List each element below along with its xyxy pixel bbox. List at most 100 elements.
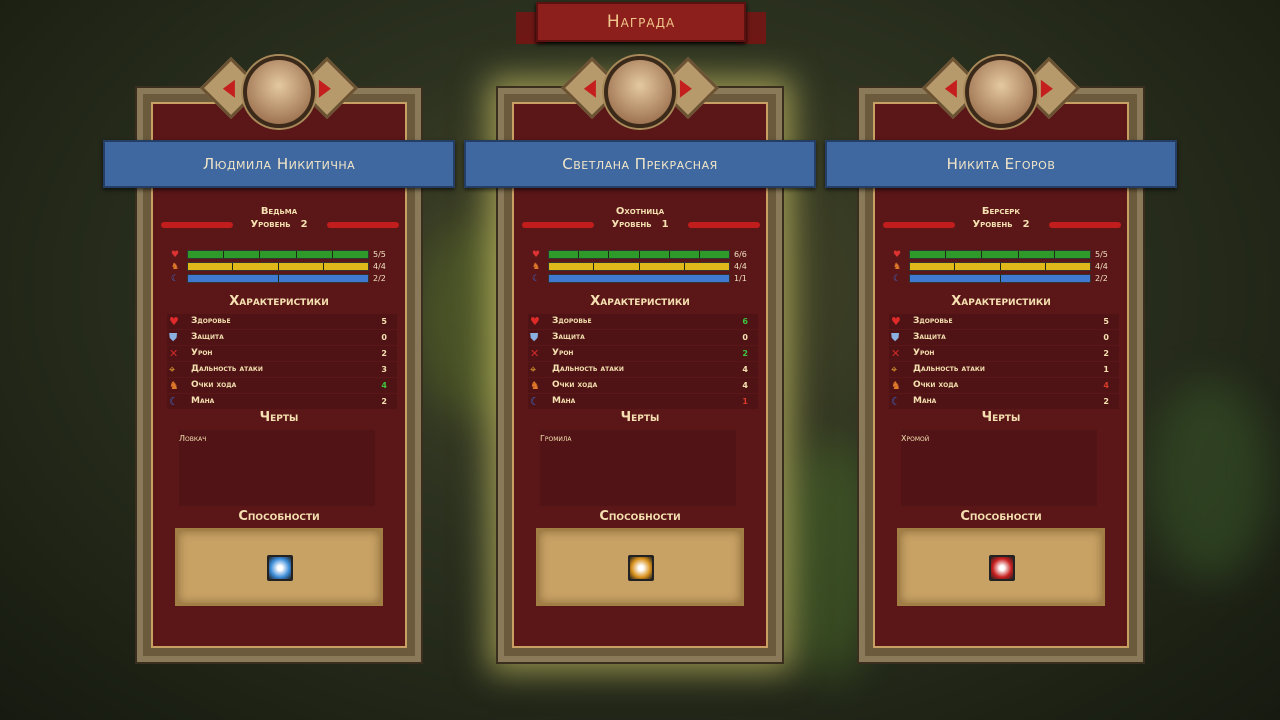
traits-box: Хромой bbox=[901, 430, 1097, 506]
hero-name: Светлана Прекрасная bbox=[464, 140, 816, 188]
stat-row: ☾ Мана 1 bbox=[528, 394, 758, 409]
stats-heading: Характеристики bbox=[590, 294, 690, 309]
stat-value: 5 bbox=[381, 317, 387, 326]
shield-icon: ⛊ bbox=[169, 331, 178, 344]
health-bar bbox=[187, 250, 369, 259]
health-bar-row: ♥ 5/5 bbox=[893, 250, 1133, 260]
stat-label: Здоровье bbox=[552, 316, 592, 326]
trait-item[interactable]: Громила bbox=[540, 434, 572, 443]
bar-segment bbox=[982, 251, 1019, 258]
stat-row: ⛊ Защита 0 bbox=[889, 330, 1119, 345]
hero-class: Охотница bbox=[615, 206, 665, 217]
bar-segment bbox=[188, 251, 225, 258]
bar-segment bbox=[910, 263, 956, 270]
blood-slash-icon[interactable] bbox=[989, 555, 1015, 581]
heart-icon: ♥ bbox=[530, 315, 540, 328]
stat-label: Дальность атаки bbox=[552, 364, 624, 374]
health-value: 6/6 bbox=[734, 250, 747, 259]
bar-segment bbox=[549, 251, 580, 258]
bar-segment bbox=[188, 263, 234, 270]
health-value: 5/5 bbox=[373, 250, 386, 259]
heart-icon: ♥ bbox=[169, 315, 179, 328]
crosshair-icon: ⌖ bbox=[530, 363, 537, 376]
stat-row: ♞ Очки хода 4 bbox=[889, 378, 1119, 393]
moves-value: 4/4 bbox=[1095, 262, 1108, 271]
bar-segment bbox=[1054, 251, 1091, 258]
stat-value: 2 bbox=[1103, 397, 1109, 406]
moves-bar bbox=[548, 262, 730, 271]
decor-stroke bbox=[883, 222, 955, 228]
stat-value: 0 bbox=[381, 333, 387, 342]
trait-item[interactable]: Хромой bbox=[901, 434, 930, 443]
stat-row: ⛊ Защита 0 bbox=[167, 330, 397, 345]
bar-segment bbox=[699, 251, 730, 258]
boot-icon: ♞ bbox=[891, 379, 901, 392]
hero-portrait bbox=[243, 56, 315, 128]
boot-icon: ♞ bbox=[532, 262, 541, 272]
traits-heading: Черты bbox=[981, 410, 1021, 425]
mana-value: 2/2 bbox=[1095, 274, 1108, 283]
stats-heading: Характеристики bbox=[951, 294, 1051, 309]
bar-segment bbox=[1000, 275, 1090, 282]
moves-value: 4/4 bbox=[373, 262, 386, 271]
bar-segment bbox=[549, 275, 729, 282]
bar-segment bbox=[639, 251, 670, 258]
mana-bar-row: ☾ 2/2 bbox=[893, 274, 1133, 284]
arrow-right-icon bbox=[318, 79, 331, 98]
level-label: Уровень bbox=[611, 219, 652, 230]
fire-strike-icon[interactable] bbox=[628, 555, 654, 581]
arrow-right-icon bbox=[679, 79, 692, 98]
bar-segment bbox=[955, 263, 1001, 270]
bar-segment bbox=[188, 275, 279, 282]
stat-label: Урон bbox=[191, 348, 213, 358]
decor-stroke bbox=[688, 222, 760, 228]
abilities-box bbox=[897, 528, 1105, 606]
stat-label: Защита bbox=[913, 332, 946, 342]
moves-bar-row: ♞ 4/4 bbox=[532, 262, 772, 272]
stat-label: Дальность атаки bbox=[191, 364, 263, 374]
frost-star-icon[interactable] bbox=[267, 555, 293, 581]
bar-segment bbox=[946, 251, 983, 258]
stat-row: ☾ Мана 2 bbox=[167, 394, 397, 409]
mana-bar-row: ☾ 1/1 bbox=[532, 274, 772, 284]
stat-value: 1 bbox=[1103, 365, 1109, 374]
hero-card[interactable]: Никита Егоров Берсерк Уровень 2 ♥ 5/5 ♞ 4/4… bbox=[825, 56, 1177, 664]
stat-label: Защита bbox=[552, 332, 585, 342]
stat-value: 1 bbox=[742, 397, 748, 406]
stat-label: Урон bbox=[913, 348, 935, 358]
shield-icon: ⛊ bbox=[530, 331, 539, 344]
boot-icon: ♞ bbox=[530, 379, 540, 392]
mana-bar-row: ☾ 2/2 bbox=[171, 274, 411, 284]
hero-level: Уровень 1 bbox=[498, 219, 782, 230]
heart-icon: ♥ bbox=[891, 315, 901, 328]
stat-row: ⛊ Защита 0 bbox=[528, 330, 758, 345]
bar-segment bbox=[332, 251, 369, 258]
bar-segment bbox=[609, 251, 640, 258]
stat-row: ☾ Мана 2 bbox=[889, 394, 1119, 409]
heart-icon: ♥ bbox=[532, 250, 541, 260]
bar-segment bbox=[278, 275, 368, 282]
heart-icon: ♥ bbox=[171, 250, 180, 260]
hero-card[interactable]: Людмила Никитична Ведьма Уровень 2 ♥ 5/5 ♞… bbox=[103, 56, 455, 664]
level-label: Уровень bbox=[972, 219, 1013, 230]
stat-value: 0 bbox=[742, 333, 748, 342]
bar-segment bbox=[639, 263, 685, 270]
health-bar bbox=[909, 250, 1091, 259]
shield-icon: ⛊ bbox=[891, 331, 900, 344]
hero-card[interactable]: Светлана Прекрасная Охотница Уровень 1 ♥ 6… bbox=[464, 56, 816, 664]
stat-row: ⌖ Дальность атаки 3 bbox=[167, 362, 397, 377]
reward-title-banner: Награда bbox=[516, 2, 766, 44]
arrow-left-icon bbox=[583, 79, 596, 98]
cross-icon: ✕ bbox=[891, 347, 901, 360]
hero-class: Ведьма bbox=[260, 206, 298, 217]
stat-value: 5 bbox=[1103, 317, 1109, 326]
bar-segment bbox=[684, 263, 729, 270]
bar-segment bbox=[224, 251, 261, 258]
level-value: 2 bbox=[1022, 219, 1030, 230]
bar-segment bbox=[1045, 263, 1090, 270]
trait-item[interactable]: Ловкач bbox=[179, 434, 207, 443]
stat-row: ✕ Урон 2 bbox=[528, 346, 758, 361]
hero-class: Берсерк bbox=[981, 206, 1021, 217]
crosshair-icon: ⌖ bbox=[891, 363, 898, 376]
bar-segment bbox=[910, 275, 1001, 282]
